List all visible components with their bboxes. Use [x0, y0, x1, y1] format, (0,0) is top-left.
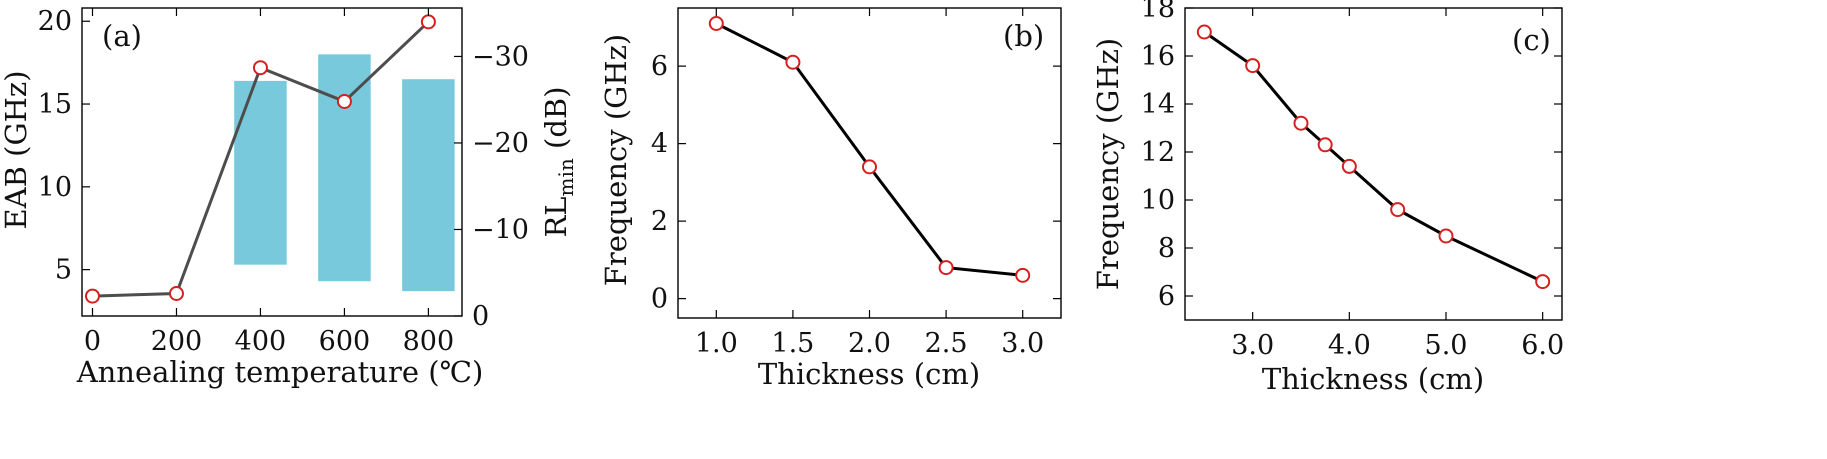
panel-c-x-axis-label: Thickness (cm)	[1262, 362, 1484, 396]
x-tick-label: 2.5	[925, 328, 968, 359]
panel-b-x-axis-label: Thickness (cm)	[758, 357, 980, 391]
x-tick-label: 800	[403, 326, 455, 357]
panel-b-lines	[715, 22, 1023, 277]
panel-c-lines	[1203, 30, 1544, 283]
panel-a: 0 200 400 600 800 5 10 15 20 0 −10 −20 −30 (a) Ann…	[0, 6, 578, 389]
data-point	[1341, 158, 1357, 174]
x-tick-label: 600	[319, 326, 371, 357]
panel-a-label: (a)	[102, 19, 142, 53]
data-point	[1438, 228, 1454, 244]
panel-a-x-axis-label: Annealing temperature (℃)	[76, 355, 484, 389]
panel-a-bars	[234, 54, 455, 292]
panel-b-y-axis-label: Frequency (GHz)	[599, 34, 633, 286]
panel-c-y-axis-label: Frequency (GHz)	[1091, 38, 1125, 290]
x-tick-label: 400	[235, 326, 287, 357]
panel-a-y-right-axis-label: RLmin (dB)	[539, 86, 578, 237]
data-point	[938, 260, 954, 276]
rl-sub: min	[554, 158, 578, 196]
panel-c-label: (c)	[1512, 23, 1551, 57]
panel-b-label: (b)	[1003, 19, 1044, 53]
x-tick-label: 3.0	[1001, 328, 1044, 359]
panel-c-y-ticks: 6 8 10 12 14 16 18	[1141, 0, 1562, 312]
data-point	[785, 54, 801, 70]
y-tick-label: 16	[1141, 41, 1175, 72]
y-tick-label: 18	[1141, 0, 1175, 24]
series-line	[1203, 30, 1544, 283]
panel-a-y-axis-label: EAB (GHz)	[0, 70, 33, 229]
y-right-tick-label: 0	[472, 301, 489, 332]
data-point	[252, 60, 268, 76]
data-point	[1015, 267, 1031, 283]
bar	[234, 80, 287, 265]
data-point	[168, 286, 184, 302]
y-tick-label: 8	[1158, 233, 1175, 264]
x-tick-label: 6.0	[1521, 330, 1564, 361]
data-point	[336, 93, 352, 109]
data-point	[1317, 137, 1333, 153]
y-tick-label: 4	[651, 129, 668, 160]
y-tick-label: 14	[1141, 89, 1175, 120]
y-tick-label: 10	[1141, 185, 1175, 216]
data-point	[862, 159, 877, 175]
data-point	[708, 16, 724, 31]
y-tick-label: 5	[55, 255, 72, 286]
x-tick-label: 5.0	[1425, 330, 1468, 361]
rl-unit: (dB)	[539, 86, 573, 149]
panel-c-points	[1196, 24, 1551, 290]
x-tick-label: 2.0	[848, 328, 891, 359]
panel-b-x-ticks: 1.0 1.5 2.0 2.5 3.0	[695, 8, 1044, 359]
panel-b-points	[708, 16, 1031, 283]
y-right-tick-label: −30	[472, 41, 529, 72]
y-tick-label: 15	[38, 89, 72, 120]
bar	[402, 79, 455, 292]
x-tick-label: 1.0	[695, 328, 738, 359]
panel-a-points	[84, 14, 436, 304]
y-right-tick-label: −20	[472, 128, 529, 159]
panel-a-y-ticks: 5 10 15 20	[38, 6, 90, 286]
data-point	[1390, 202, 1406, 218]
data-point	[420, 14, 436, 30]
rl-main: RL	[539, 196, 573, 237]
panel-c: 3.0 4.0 5.0 6.0 6 8 10 12 14 16 18 (c) Thickness …	[1091, 0, 1564, 396]
x-tick-label: 1.5	[771, 328, 814, 359]
y-tick-label: 12	[1141, 137, 1175, 168]
data-point	[1293, 115, 1309, 131]
y-tick-label: 10	[38, 172, 72, 203]
series-line	[715, 22, 1023, 277]
panel-c-frame	[1184, 7, 1563, 321]
panel-c-x-ticks: 3.0 4.0 5.0 6.0	[1231, 8, 1564, 361]
data-point	[1535, 274, 1551, 290]
panel-a-x-ticks: 0 200 400 600 800	[84, 8, 454, 357]
y-right-tick-label: −10	[472, 214, 529, 245]
y-tick-label: 6	[651, 51, 668, 82]
y-tick-label: 6	[1158, 281, 1175, 312]
x-tick-label: 3.0	[1231, 330, 1274, 361]
y-tick-label: 20	[38, 6, 72, 37]
y-tick-label: 2	[651, 206, 668, 237]
panel-a-y-right-ticks: 0 −10 −20 −30	[454, 41, 529, 332]
data-point	[1245, 58, 1261, 74]
bar	[318, 54, 371, 282]
panel-a-frame	[81, 7, 463, 317]
data-point	[84, 288, 100, 304]
panel-b-y-ticks: 0 2 4 6	[651, 51, 1061, 315]
x-tick-label: 0	[84, 326, 101, 357]
rl-space	[539, 149, 573, 158]
y-tick-label: 0	[651, 284, 668, 315]
x-tick-label: 4.0	[1328, 330, 1371, 361]
x-tick-label: 200	[151, 326, 203, 357]
data-point	[1196, 24, 1212, 40]
